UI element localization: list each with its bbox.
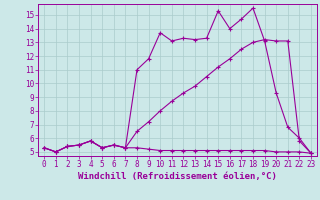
X-axis label: Windchill (Refroidissement éolien,°C): Windchill (Refroidissement éolien,°C) bbox=[78, 172, 277, 181]
